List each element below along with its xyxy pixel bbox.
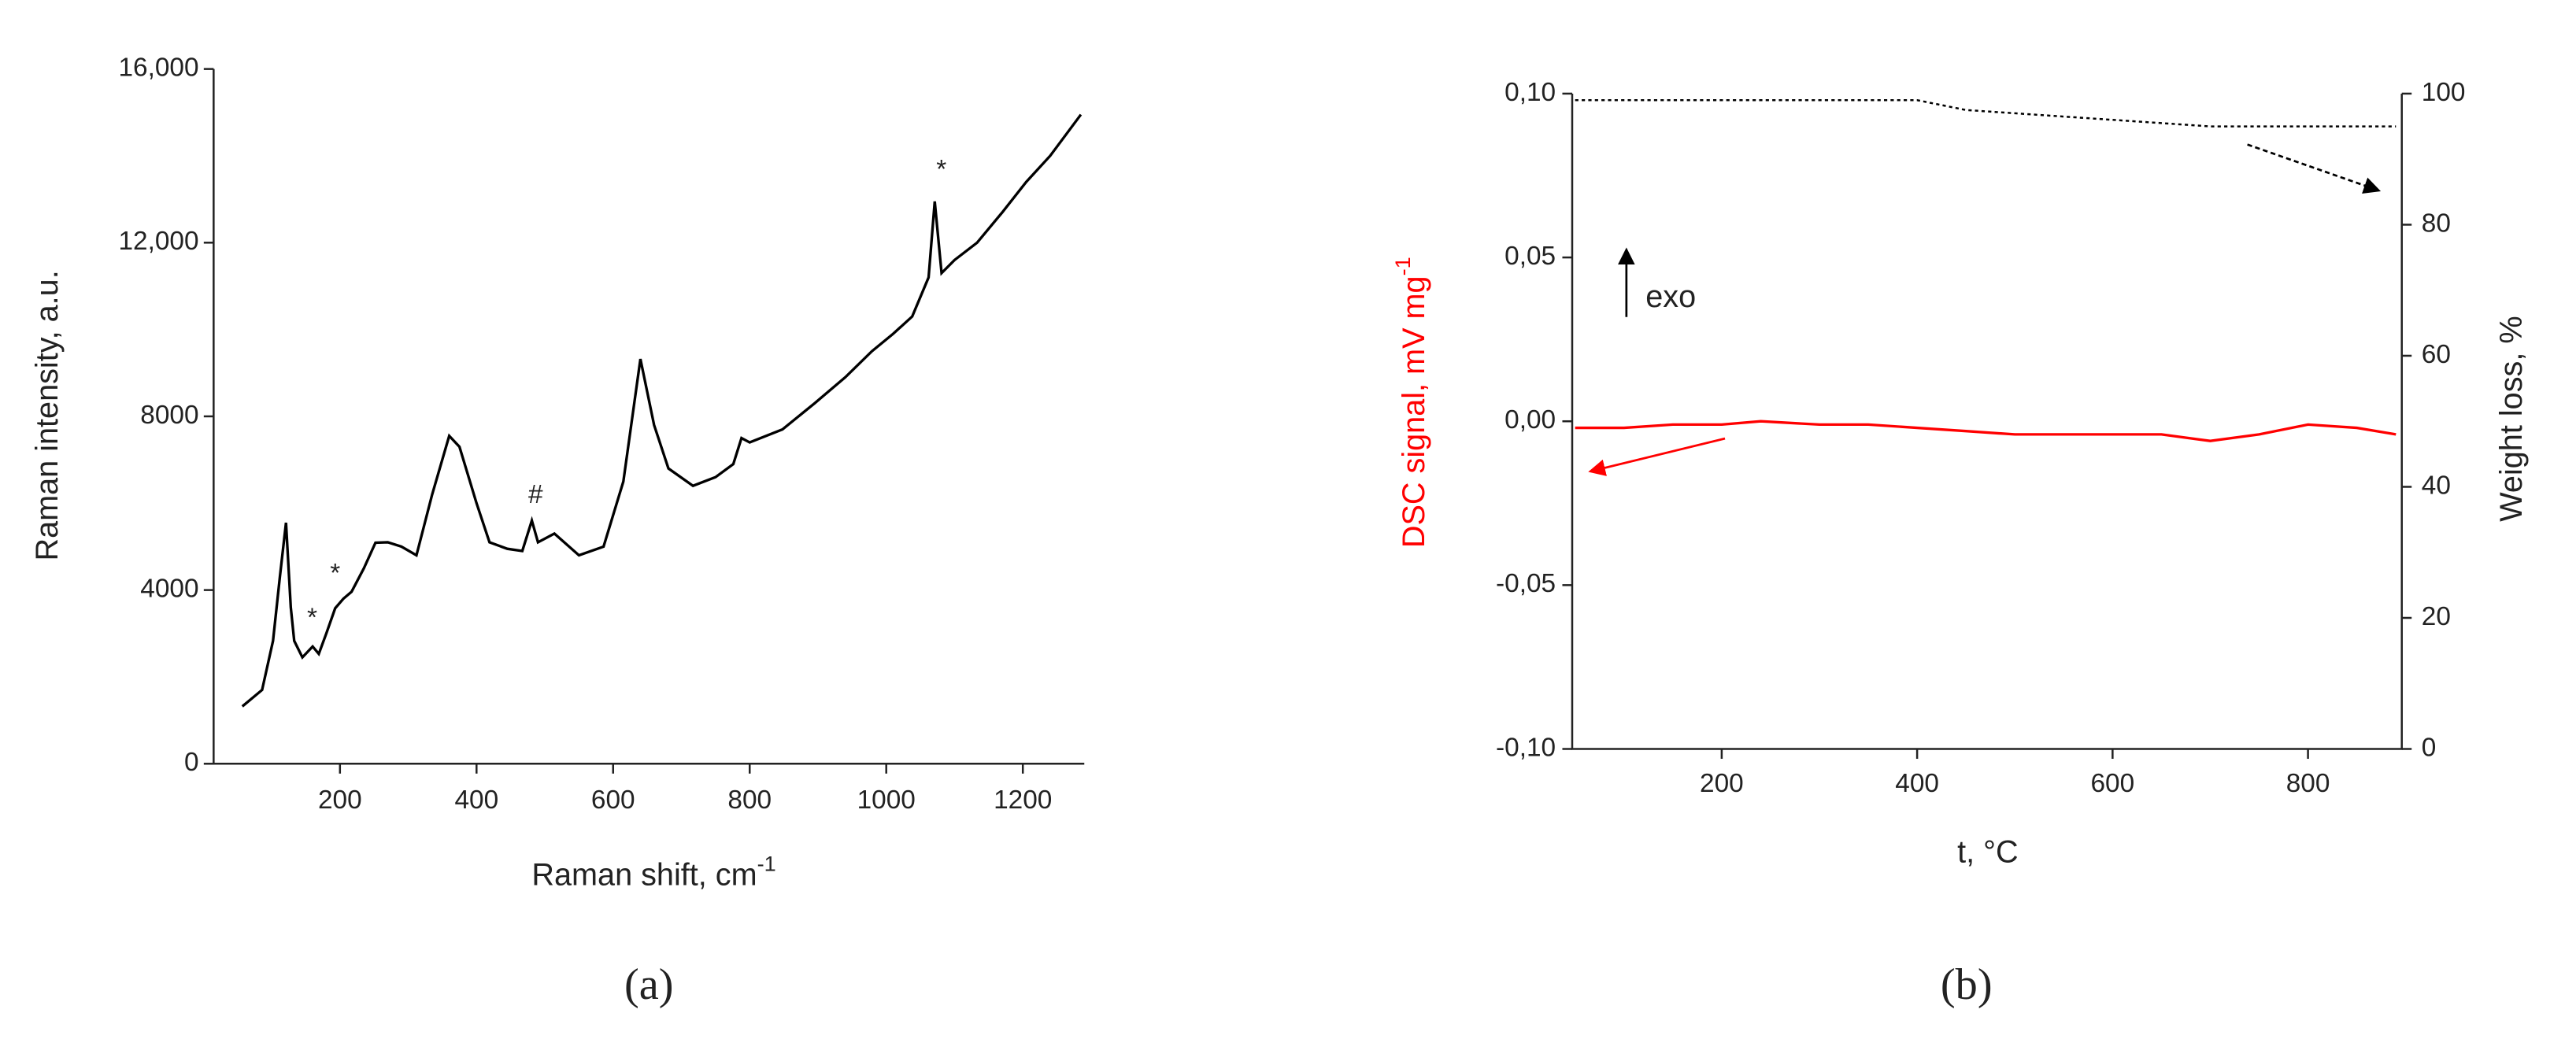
y-tick-label: 12,000	[118, 227, 198, 256]
y2-tick-label: 80	[2422, 209, 2451, 238]
x-axis-title: t, °C	[1957, 835, 2019, 870]
y2-tick-label: 40	[2422, 471, 2451, 500]
annotation: exo	[1645, 279, 1696, 314]
y-tick-label: 16,000	[118, 53, 198, 82]
y-tick-label: 0,05	[1505, 242, 1556, 271]
annotation: *	[330, 559, 340, 588]
panel-label: (b)	[1941, 960, 1993, 1009]
raman-line	[241, 113, 1083, 708]
x-axis-title-main: Raman shift, cm	[531, 858, 757, 893]
annotation: #	[528, 480, 543, 509]
y-tick-label: 0,10	[1505, 78, 1556, 107]
x-axis-title-sup: -1	[757, 852, 776, 876]
y-axis-title: Raman intensity, a.u.	[30, 270, 65, 560]
dsc-line	[1575, 420, 2396, 442]
dsc-axis-arrow	[1588, 437, 1726, 476]
y-tick-label: 0,00	[1505, 405, 1556, 434]
annotation: *	[307, 603, 317, 632]
x-tick-label: 800	[2286, 769, 2330, 798]
y2-axis-title: Weight loss, %	[2494, 316, 2529, 521]
y-tick-label: 0	[184, 748, 199, 777]
y-tick-label: -0,10	[1496, 733, 1556, 762]
x-axis-title: Raman shift, cm-1	[531, 852, 775, 893]
axes	[1571, 93, 2403, 750]
x-tick-label: 400	[1895, 769, 1939, 798]
y2-tick-label: 20	[2422, 602, 2451, 631]
annotation: *	[936, 155, 946, 184]
y2-tick-label: 100	[2422, 78, 2466, 107]
y-axis-title: DSC signal, mV mg-1	[1390, 257, 1431, 548]
x-tick-label: 200	[1700, 769, 1744, 798]
y-tick-label: 4000	[140, 574, 198, 603]
tg-line	[1575, 99, 2396, 128]
x-tick-label: 600	[591, 786, 635, 815]
y-axis-title-main: DSC signal, mV mg	[1397, 275, 1431, 548]
panel-label: (a)	[624, 960, 674, 1009]
y2-tick-label: 0	[2422, 733, 2437, 762]
axes	[213, 68, 1085, 765]
x-tick-label: 1000	[857, 786, 916, 815]
y-tick-label: -0,05	[1496, 569, 1556, 598]
x-tick-label: 1200	[994, 786, 1052, 815]
x-tick-label: 600	[2091, 769, 2135, 798]
x-tick-label: 400	[454, 786, 498, 815]
tg-axis-arrow	[2247, 143, 2382, 194]
x-tick-label: 800	[727, 786, 772, 815]
y-axis-title-sup: -1	[1390, 257, 1415, 275]
y-tick-label: 8000	[140, 401, 198, 430]
y2-tick-label: 60	[2422, 340, 2451, 369]
x-tick-label: 200	[318, 786, 362, 815]
